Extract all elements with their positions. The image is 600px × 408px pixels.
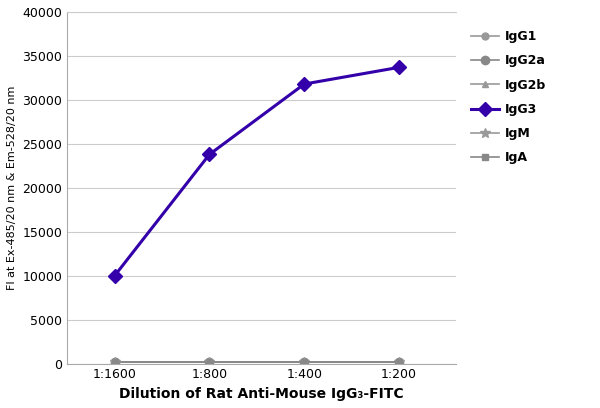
IgG2a [206, 359, 213, 364]
Line: IgG3: IgG3 [110, 62, 404, 281]
IgA [206, 359, 213, 364]
IgG1 [301, 359, 308, 364]
IgG1 [111, 359, 118, 364]
IgM [301, 359, 308, 364]
IgM [111, 359, 118, 364]
IgA [395, 359, 403, 364]
IgG1 [395, 359, 403, 364]
IgM [206, 359, 213, 364]
IgA [111, 359, 118, 364]
Line: IgG2a: IgG2a [110, 358, 403, 366]
Line: IgA: IgA [111, 358, 403, 365]
Line: IgM: IgM [110, 357, 404, 367]
IgG3 [206, 152, 213, 157]
IgG3 [111, 273, 118, 278]
IgG2b [301, 359, 308, 364]
IgG2a [111, 359, 118, 364]
IgA [301, 359, 308, 364]
IgG2b [206, 359, 213, 364]
IgG3 [301, 82, 308, 86]
IgG2a [301, 359, 308, 364]
IgG2b [111, 359, 118, 364]
IgG2b [395, 359, 403, 364]
IgG1 [206, 359, 213, 364]
Line: IgG1: IgG1 [111, 358, 403, 365]
IgG2a [395, 359, 403, 364]
IgM [395, 359, 403, 364]
X-axis label: Dilution of Rat Anti-Mouse IgG₃-FITC: Dilution of Rat Anti-Mouse IgG₃-FITC [119, 387, 404, 401]
Legend: IgG1, IgG2a, IgG2b, IgG3, IgM, IgA: IgG1, IgG2a, IgG2b, IgG3, IgM, IgA [466, 25, 551, 169]
Line: IgG2b: IgG2b [111, 358, 403, 365]
Y-axis label: FI at Ex-485/20 nm & Em-528/20 nm: FI at Ex-485/20 nm & Em-528/20 nm [7, 86, 17, 290]
IgG3 [395, 65, 403, 70]
